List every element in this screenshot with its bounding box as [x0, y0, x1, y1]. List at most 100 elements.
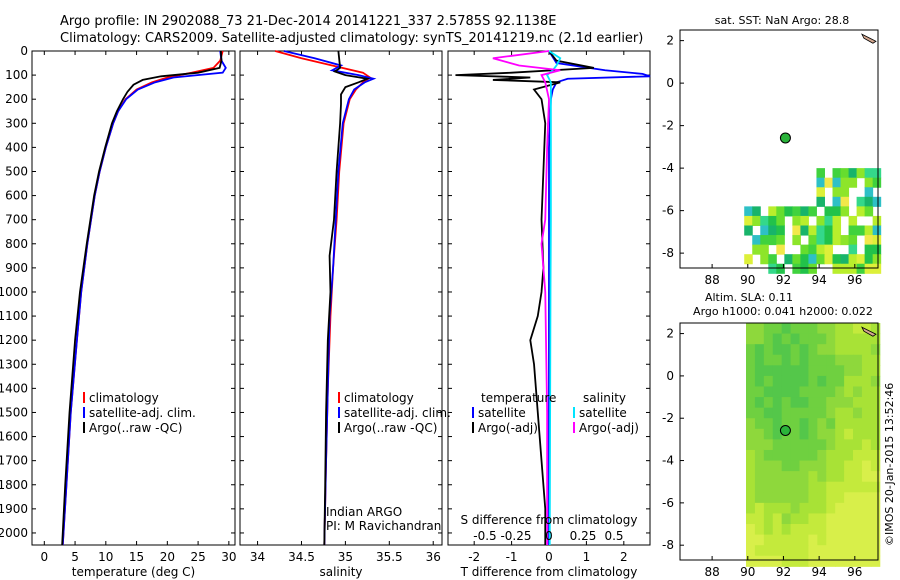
salinity-xtick-label: 34 [250, 550, 265, 564]
sla-cell [799, 534, 809, 546]
sla-cell [781, 323, 792, 335]
sst-map-xtick-label: 90 [740, 273, 755, 287]
sla-cell [781, 418, 792, 430]
sla-cell [799, 407, 809, 419]
sla-cell [754, 555, 765, 567]
sst-cell [776, 215, 785, 226]
sla-cell [790, 418, 801, 430]
sst-map-ytick-label: -6 [662, 204, 674, 218]
sst-cell [832, 196, 842, 207]
salinity-series-2 [323, 50, 371, 546]
sst-cell [872, 244, 882, 255]
sla-cell [835, 333, 845, 345]
sla-cell [746, 502, 756, 514]
sla-cell [799, 354, 809, 366]
sla-cell [763, 428, 774, 440]
depth-tick-label: 1500 [0, 405, 28, 419]
diff-s-tick-label: -0.5 [473, 529, 496, 543]
sla-cell [763, 365, 774, 377]
salinity-legend-label: satellite-adj. clim. [344, 406, 451, 420]
sla-cell [861, 365, 872, 377]
depth-tick-label: 300 [5, 116, 28, 130]
sla-cell [861, 407, 872, 419]
sla-cell [844, 375, 854, 387]
sla-cell [861, 397, 872, 409]
sla-cell [772, 365, 783, 377]
sla-cell [870, 513, 881, 525]
sla-cell [772, 502, 783, 514]
sla-map-ytick-label: -6 [662, 496, 674, 510]
sla-cell [870, 449, 881, 462]
sla-cell [853, 492, 863, 504]
sst-cell [864, 263, 874, 274]
sla-cell [790, 375, 801, 387]
sst-cell [760, 225, 769, 236]
sst-cell [752, 244, 761, 255]
sst-cell [864, 244, 874, 255]
sst-cell [792, 254, 801, 265]
sla-cell [746, 428, 756, 440]
sst-cell [800, 244, 809, 255]
sla-cell [853, 460, 863, 472]
sla-cell [772, 460, 783, 472]
sst-cell [792, 235, 801, 246]
sla-cell [844, 524, 854, 536]
sla-cell [763, 323, 774, 335]
sla-cell [835, 492, 845, 504]
sla-cell [826, 439, 836, 451]
sst-map-ytick-label: 2 [666, 34, 674, 48]
sst-cell [808, 254, 817, 265]
sla-cell [808, 333, 818, 345]
sla-cell [754, 354, 765, 366]
sla-cell [763, 333, 774, 345]
sla-cell [861, 333, 872, 345]
sst-cell [872, 225, 882, 236]
sst-cell [744, 225, 753, 236]
depth-tick-label: 400 [5, 140, 28, 154]
sst-cell [840, 187, 850, 198]
sla-cell [799, 449, 809, 462]
sst-cell [856, 225, 866, 236]
sla-cell [790, 386, 801, 398]
sla-cell [799, 513, 809, 525]
sst-cell [848, 225, 858, 236]
sst-cell [808, 244, 817, 255]
temperature-series-1 [61, 50, 227, 546]
sst-cell [792, 215, 801, 226]
sst-cell [752, 206, 761, 217]
sst-cell [752, 215, 761, 226]
depth-tick-label: 900 [5, 261, 28, 275]
figure-title-line2: Climatology: CARS2009. Satellite-adjuste… [60, 31, 644, 46]
sst-cell [744, 254, 753, 265]
sla-cell [853, 397, 863, 409]
sla-cell [817, 439, 827, 451]
sla-cell [754, 365, 765, 377]
sla-cell [817, 534, 827, 546]
sst-cell [872, 263, 882, 274]
sla-cell [853, 471, 863, 483]
sst-cell [824, 215, 834, 226]
sla-cell [763, 471, 774, 483]
sla-cell [799, 323, 809, 335]
sla-cell [826, 344, 836, 356]
sst-cell [808, 206, 817, 217]
sla-cell [808, 407, 818, 419]
sst-cell [752, 235, 761, 246]
sla-cell [746, 534, 756, 546]
sla-cell [772, 354, 783, 366]
sst-cell [848, 235, 858, 246]
sst-cell [760, 235, 769, 246]
sla-cell [817, 460, 827, 472]
depth-tick-label: 1200 [0, 333, 28, 347]
sla-cell [808, 354, 818, 366]
differences-xtick-label: -1 [506, 550, 518, 564]
sla-map-ytick-label: -4 [662, 454, 674, 468]
sla-cell [772, 386, 783, 398]
sla-cell [808, 344, 818, 356]
sla-cell [790, 545, 801, 557]
sla-cell [754, 344, 765, 356]
sla-cell [853, 354, 863, 366]
sst-cell [848, 215, 858, 226]
sla-cell [817, 418, 827, 430]
sla-cell [763, 386, 774, 398]
